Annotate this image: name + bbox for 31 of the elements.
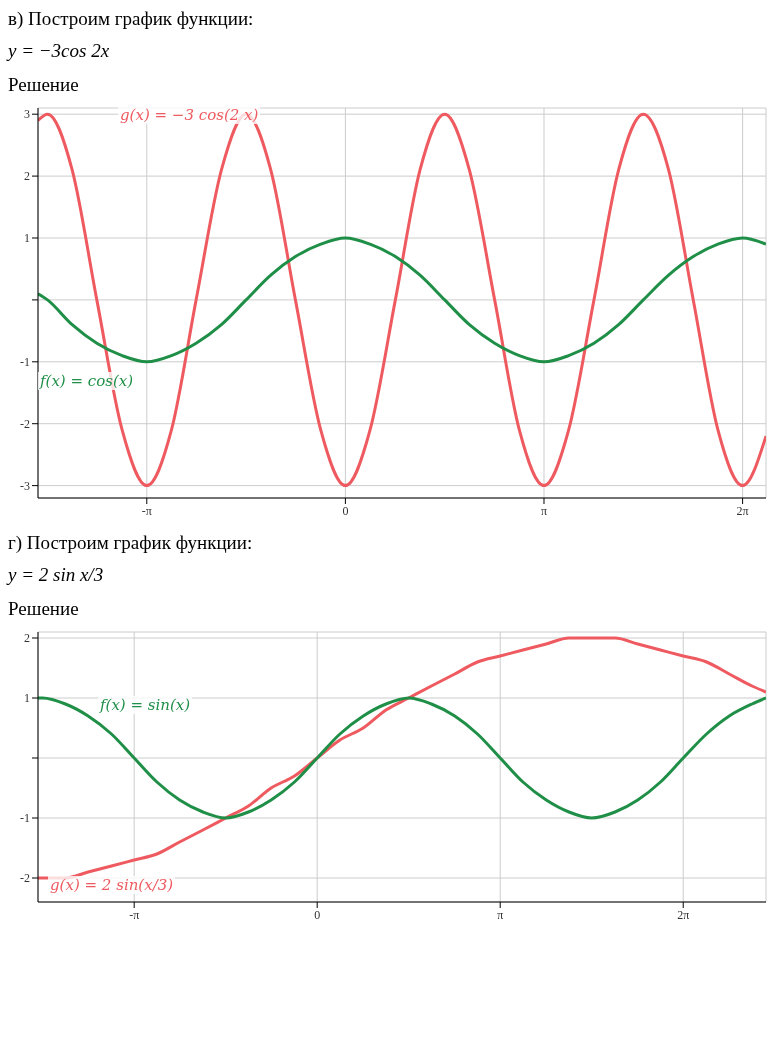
text: Решение (8, 74, 80, 96)
series-label: g(x) = 2 sin(x/3) (48, 876, 176, 894)
y-tick-label: -1 (20, 811, 30, 826)
series-label: f(x) = cos(x) (38, 372, 136, 390)
y-tick-label: -2 (20, 871, 30, 886)
x-tick-label: π (497, 907, 504, 922)
series-label: g(x) = −3 cos(2 x) (118, 106, 261, 124)
x-tick-label: 0 (314, 907, 321, 922)
chart-subtitle: y = −3cos 2x (8, 40, 111, 62)
y-tick-label: 1 (24, 231, 30, 246)
chart-title: в) Построим график функции: (8, 8, 255, 30)
line-series (38, 236, 766, 364)
x-tick-label: -π (141, 503, 152, 518)
line-series (38, 636, 766, 880)
y-tick-label: -1 (20, 355, 30, 370)
line-series (38, 696, 766, 820)
x-tick-label: -π (129, 907, 140, 922)
y-tick-label: 3 (24, 107, 30, 122)
x-tick-label: 0 (342, 503, 349, 518)
chart-subtitle: y = 2 sin x/3 (8, 564, 105, 586)
y-tick-label: 1 (24, 691, 30, 706)
x-tick-label: π (540, 503, 548, 518)
y-tick-label: 2 (24, 631, 30, 646)
y-tick-label: -3 (20, 478, 30, 493)
series-label: f(x) = sin(x) (98, 696, 193, 714)
y-tick-label: -2 (20, 416, 30, 431)
y-tick-label: 2 (24, 169, 30, 184)
chart-title: г) Построим график функции: (8, 532, 254, 554)
x-tick-label: 2π (677, 907, 690, 922)
x-tick-label: 2π (736, 503, 749, 518)
text: Решение (8, 598, 80, 620)
